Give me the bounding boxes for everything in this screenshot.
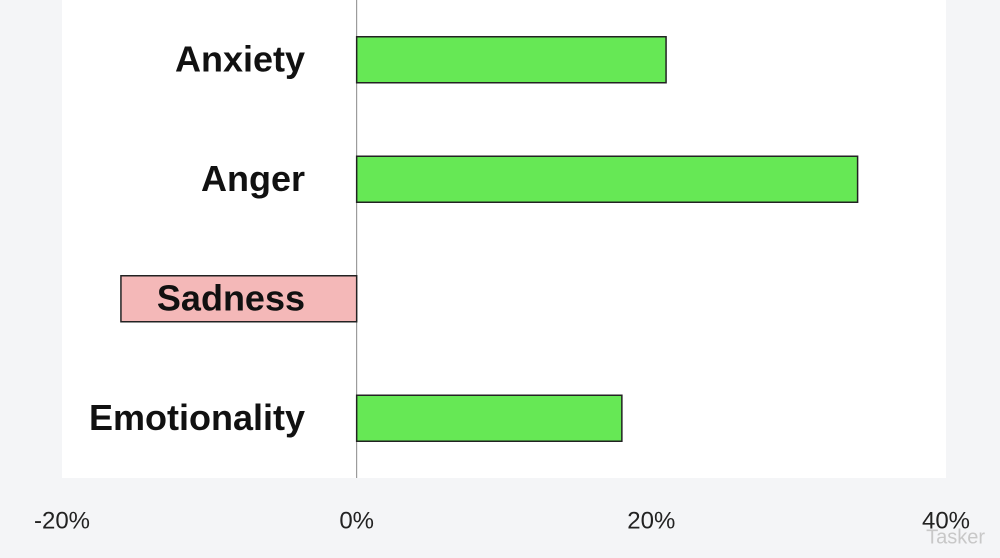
bar [120, 275, 358, 323]
bar [355, 36, 667, 84]
category-label: Anxiety [175, 38, 305, 79]
category-label: Sadness [157, 277, 305, 318]
bar [355, 394, 623, 442]
bar [355, 155, 859, 203]
x-tick-label: 40% [922, 507, 970, 534]
category-label: Emotionality [89, 397, 305, 438]
x-tick-label: 0% [339, 507, 374, 534]
watermark: Tasker [926, 526, 985, 548]
x-tick-label: -20% [34, 507, 90, 534]
category-label: Anger [201, 158, 305, 199]
x-tick-label: 20% [627, 507, 675, 534]
